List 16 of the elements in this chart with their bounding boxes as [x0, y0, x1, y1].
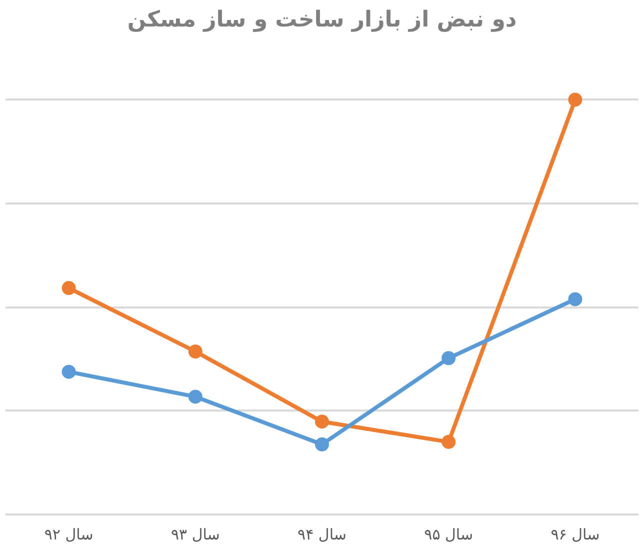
x-tick-label: سال ۹۴	[298, 526, 346, 544]
point	[568, 92, 582, 107]
x-tick-label: سال ۹۶	[550, 526, 600, 544]
chart-title: دو نبض از بازار ساخت و ساز مسکن	[127, 8, 517, 32]
x-tick-label: سال ۹۳	[170, 526, 220, 544]
point	[442, 434, 456, 449]
point	[315, 437, 329, 452]
point	[62, 281, 76, 296]
point	[442, 351, 456, 366]
point	[188, 390, 202, 404]
x-tick-label: سال ۹۵	[424, 526, 474, 544]
point	[188, 344, 202, 358]
point	[568, 292, 582, 306]
point	[62, 364, 76, 379]
point	[315, 414, 329, 429]
x-tick-label: سال ۹۲	[44, 526, 94, 544]
